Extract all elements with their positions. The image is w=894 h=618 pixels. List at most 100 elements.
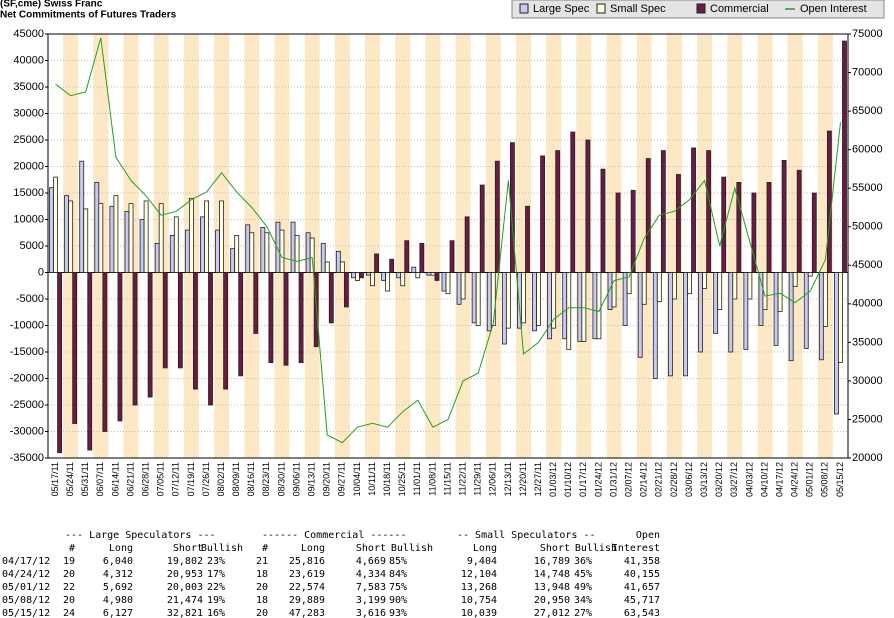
x-tick-label: 12/06/11 xyxy=(488,462,498,496)
bar xyxy=(328,272,334,324)
bar xyxy=(547,272,553,340)
bar xyxy=(279,229,285,273)
table-row-date: 05/08/12 xyxy=(2,595,50,606)
bar xyxy=(72,272,78,424)
table-cell: 3,616 xyxy=(356,608,386,618)
bar xyxy=(245,224,251,273)
x-tick-label: 02/28/12 xyxy=(669,462,679,497)
table-cell: 49% xyxy=(574,582,592,593)
x-tick-label: 11/15/11 xyxy=(442,462,452,496)
y2-tick-label: 65000 xyxy=(852,105,883,117)
bar xyxy=(456,272,462,305)
table-cell: 5,692 xyxy=(103,582,133,593)
table-cell: 4,312 xyxy=(103,569,133,580)
table-cell: 13,268 xyxy=(461,582,497,593)
bar xyxy=(777,272,783,313)
bar xyxy=(762,272,768,310)
x-tick-label: 07/19/11 xyxy=(186,462,196,496)
bar xyxy=(128,203,134,273)
table-group-header: --- Large Speculators --- xyxy=(65,530,216,541)
bar xyxy=(652,272,658,379)
bar xyxy=(79,160,85,273)
table-cell: 45,717 xyxy=(624,595,660,606)
bar xyxy=(102,272,108,432)
chart-title: (SF,cme) Swiss Franc xyxy=(0,0,103,10)
bar xyxy=(411,266,417,273)
y-tick-label: 20000 xyxy=(13,160,44,172)
table-cell: 20 xyxy=(63,569,75,580)
bar xyxy=(158,203,164,273)
table-cell: 36% xyxy=(574,556,592,567)
y2-tick-label: 30000 xyxy=(852,375,883,387)
table-cell: 45% xyxy=(574,569,592,580)
table-cell: 22 xyxy=(63,582,75,593)
bar xyxy=(577,272,583,342)
legend-label: Small Spec xyxy=(610,3,666,15)
bar xyxy=(811,192,817,273)
legend-label: Commercial xyxy=(710,3,769,15)
bar xyxy=(132,272,138,406)
y-tick-label: -25000 xyxy=(10,399,44,411)
bar xyxy=(751,192,757,273)
bar xyxy=(592,272,598,340)
bar xyxy=(736,181,742,273)
table-column-header: Long xyxy=(473,543,497,554)
table-cell: 93% xyxy=(389,608,407,618)
line xyxy=(55,37,841,444)
bar xyxy=(147,272,153,398)
bar xyxy=(204,200,209,273)
table-column-header: # xyxy=(262,543,268,554)
bar xyxy=(400,272,406,287)
x-tick-label: 07/05/11 xyxy=(156,462,166,496)
bar xyxy=(154,242,160,273)
table-row-date: 04/17/12 xyxy=(2,556,50,567)
bar xyxy=(193,272,198,390)
bar xyxy=(188,197,194,273)
table-cell: 16% xyxy=(207,608,225,618)
x-tick-label: 08/30/11 xyxy=(276,462,286,496)
bar xyxy=(430,272,436,276)
y-tick-label: -35000 xyxy=(10,452,44,464)
table-cell: 6,127 xyxy=(103,608,133,618)
bar xyxy=(177,272,183,369)
y-tick-label: 25000 xyxy=(13,134,44,146)
x-tick-label: 02/21/12 xyxy=(654,462,664,497)
x-tick-label: 08/16/11 xyxy=(246,462,256,496)
table-row-date: 04/24/12 xyxy=(2,569,50,580)
bar xyxy=(298,272,304,363)
table-cell: 20,950 xyxy=(534,595,570,606)
bar xyxy=(335,250,341,273)
x-tick-label: 01/03/12 xyxy=(548,462,558,497)
bar xyxy=(53,176,58,273)
bar xyxy=(713,272,719,334)
bar xyxy=(822,272,828,327)
x-tick-label: 01/10/12 xyxy=(563,462,573,497)
bar xyxy=(283,272,289,366)
bar xyxy=(260,227,266,273)
table-column-header: Long xyxy=(301,543,325,554)
table-cell: 22,574 xyxy=(289,582,325,593)
bar xyxy=(747,272,753,300)
x-tick-label: 08/02/11 xyxy=(216,462,226,496)
bar xyxy=(551,272,557,329)
bar xyxy=(223,272,229,390)
y2-tick-label: 45000 xyxy=(852,259,883,271)
bar xyxy=(264,232,270,273)
table-cell: 12,104 xyxy=(461,569,497,580)
x-tick-label: 05/31/11 xyxy=(80,462,90,496)
table-cell: 20 xyxy=(63,595,75,606)
bar xyxy=(660,150,666,273)
x-tick-label: 05/08/12 xyxy=(820,462,830,497)
bar xyxy=(381,272,387,281)
y2-tick-label: 35000 xyxy=(852,336,883,348)
table-cell: 25,816 xyxy=(289,556,325,567)
table-cell: 4,334 xyxy=(356,569,386,580)
bar xyxy=(238,272,244,377)
table-row-date: 05/15/12 xyxy=(2,608,50,618)
y-tick-label: 5000 xyxy=(20,240,44,252)
bar xyxy=(501,272,507,345)
x-tick-label: 02/14/12 xyxy=(639,462,649,497)
bar xyxy=(426,272,432,276)
table-cell: 23% xyxy=(207,556,225,567)
bar xyxy=(415,272,421,279)
